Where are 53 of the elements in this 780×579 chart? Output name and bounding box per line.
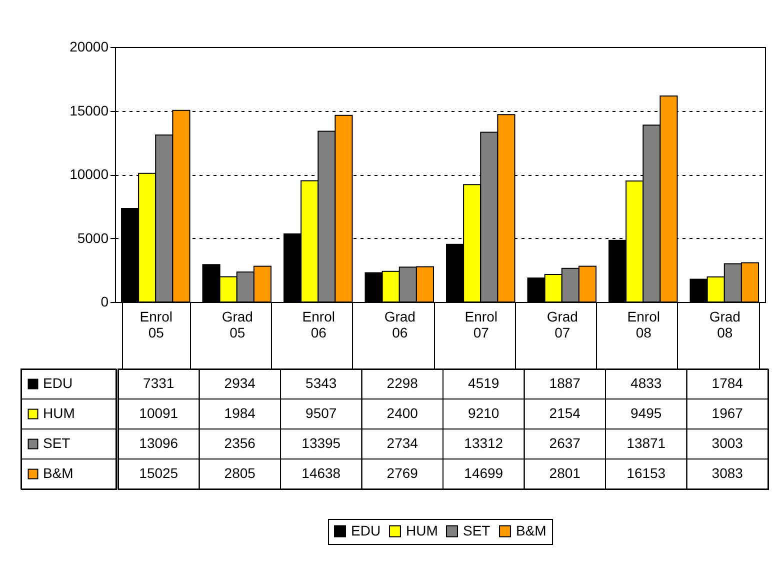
data-label: 13395	[302, 435, 341, 451]
data-label: 2637	[549, 435, 581, 451]
x-tick-label: Enrol 07	[464, 308, 498, 340]
x-tick-label: Grad 06	[384, 308, 416, 340]
data-label: 13312	[464, 435, 504, 451]
y-tick-label: 20000	[70, 38, 109, 54]
text: B&M	[516, 522, 546, 538]
text: HUM	[406, 522, 438, 538]
legend-label: EDU	[43, 375, 73, 391]
data-label: 3003	[712, 435, 744, 451]
data-label: 9507	[306, 405, 337, 421]
x-tick-label: Grad 08	[709, 308, 740, 340]
data-label: 10091	[139, 405, 178, 421]
data-label: 9210	[468, 405, 500, 421]
data-label: 1967	[712, 405, 744, 421]
data-label: 3083	[712, 465, 744, 481]
data-label: 7331	[143, 375, 174, 391]
text: SET	[463, 522, 490, 538]
data-label: 2801	[549, 465, 581, 481]
x-tick-label: Enrol 06	[302, 308, 335, 340]
x-tick-label: Grad 05	[222, 308, 253, 340]
data-label: 1784	[712, 375, 744, 391]
data-label: 2934	[224, 375, 256, 391]
text: EDU	[351, 522, 381, 538]
y-tick-label: 15000	[70, 102, 109, 118]
legend-label: SET	[43, 435, 71, 451]
y-tick-label: 5000	[77, 230, 109, 246]
x-tick-label: Grad 07	[546, 308, 578, 340]
legend-label: B&M	[43, 465, 74, 481]
y-tick-label: 0	[100, 294, 109, 310]
x-tick-label: Enrol 08	[627, 308, 660, 340]
data-label: 4519	[468, 375, 500, 391]
data-label: 15025	[139, 465, 178, 481]
data-label: 16153	[626, 465, 666, 481]
data-label: 9495	[630, 405, 662, 421]
data-label: 2734	[386, 435, 418, 451]
data-label: 2154	[549, 405, 581, 421]
legend-label: HUM	[43, 405, 75, 421]
data-label: 14699	[464, 465, 504, 481]
data-label: 1887	[549, 375, 581, 391]
data-label: 14638	[302, 465, 341, 481]
data-label: 2805	[224, 465, 256, 481]
y-tick-label: 10000	[70, 166, 109, 182]
data-label: 4833	[630, 375, 662, 391]
data-label: 13096	[139, 435, 178, 451]
data-label: 5343	[306, 375, 337, 391]
data-label: 13871	[626, 435, 666, 451]
data-label: 2400	[386, 405, 418, 421]
data-label: 2769	[386, 465, 418, 481]
data-label: 1984	[224, 405, 256, 421]
data-label: 2356	[224, 435, 256, 451]
data-label: 2298	[386, 375, 418, 391]
x-tick-label: Enrol 05	[140, 308, 172, 340]
